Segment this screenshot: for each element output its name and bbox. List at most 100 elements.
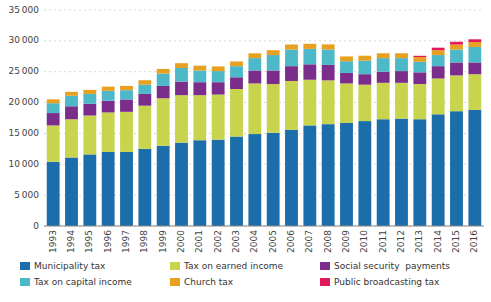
bar-segment — [175, 82, 188, 96]
bar-segment — [65, 92, 78, 96]
chart: 05 00010 00015 00020 00025 00030 00035 0… — [0, 0, 491, 302]
x-tick-label: 1996 — [103, 230, 113, 253]
bar-segment — [377, 58, 390, 72]
legend-swatch — [170, 262, 180, 270]
bar-segment — [468, 47, 481, 62]
grid-line — [44, 226, 484, 227]
bar-segment — [377, 83, 390, 119]
y-tick-label: 0 — [33, 221, 39, 231]
bar-segment — [212, 71, 225, 82]
bar-segment — [83, 89, 96, 90]
bar-segment — [322, 44, 335, 45]
bar-segment — [157, 98, 170, 146]
bar-segment — [413, 56, 426, 57]
x-tick-label: 1993 — [48, 230, 58, 253]
x-tick-label: 2005 — [268, 230, 278, 253]
bar-segment — [120, 86, 133, 90]
bar-segment — [83, 104, 96, 116]
legend-swatch — [20, 278, 30, 286]
bar-segment — [248, 53, 261, 58]
bar-segment — [340, 61, 353, 73]
bar-segment — [47, 125, 60, 161]
legend-label: Tax on capital income — [33, 277, 132, 287]
x-tick-label: 2014 — [433, 230, 443, 253]
bar-segment — [358, 56, 371, 61]
bar-segment — [193, 82, 206, 95]
y-tick-label: 5 000 — [14, 190, 39, 200]
y-tick-label: 30 000 — [9, 35, 40, 45]
x-tick-label: 2010 — [359, 230, 369, 253]
legend: Municipality taxTax on earned incomeSoci… — [20, 261, 450, 287]
bar-segment — [102, 101, 115, 113]
legend-label: Municipality tax — [34, 261, 106, 271]
bar-segment — [193, 66, 206, 71]
bar-segment — [468, 62, 481, 74]
bar-segment — [230, 61, 243, 62]
bar-segment — [138, 149, 151, 226]
bar-segment — [340, 56, 353, 57]
bar-segment — [47, 162, 60, 226]
legend-swatch — [320, 262, 330, 270]
x-tick-label: 2000 — [176, 230, 186, 253]
bar-segment — [413, 57, 426, 62]
bar-segment — [120, 152, 133, 226]
bar-segment — [175, 63, 188, 64]
bar-segment — [230, 66, 243, 77]
bar-segment — [248, 53, 261, 54]
bar-segment — [248, 58, 261, 70]
bar-segment — [285, 81, 298, 130]
bar-segment — [432, 55, 445, 66]
bar-segment — [377, 119, 390, 226]
bar-segment — [432, 79, 445, 115]
bar-segment — [102, 152, 115, 226]
bar-segment — [267, 55, 280, 70]
x-tick-label: 2016 — [469, 230, 479, 253]
bar-segment — [468, 42, 481, 47]
bar-segment — [303, 64, 316, 79]
x-tick-label: 2012 — [396, 230, 406, 253]
bar-segment — [157, 74, 170, 86]
bar-segment — [450, 111, 463, 226]
bar-segment — [450, 42, 463, 45]
bar-segment — [138, 106, 151, 149]
bar-segment — [303, 44, 316, 49]
bar-segment — [432, 48, 445, 50]
x-tick-label: 2009 — [341, 230, 351, 253]
bar-segment — [230, 77, 243, 89]
y-tick-label: 35 000 — [9, 5, 40, 15]
bar-segment — [395, 83, 408, 119]
x-tick-label: 2013 — [414, 230, 424, 253]
bar-segment — [65, 91, 78, 92]
x-tick-label: 2006 — [286, 230, 296, 253]
bar-segment — [468, 39, 481, 42]
bar-segment — [47, 99, 60, 100]
bar-segment — [193, 65, 206, 66]
y-tick-label: 20 000 — [9, 97, 40, 107]
x-tick-label: 1995 — [84, 230, 94, 253]
bar-segment — [120, 90, 133, 99]
bar-segment — [47, 99, 60, 103]
bar-segment — [83, 154, 96, 226]
bar-segment — [138, 85, 151, 94]
bar-segment — [267, 50, 280, 51]
bar-segment — [212, 66, 225, 71]
legend-swatch — [170, 278, 180, 286]
bar-segment — [285, 66, 298, 81]
bar-segment — [230, 137, 243, 226]
bar-segment — [413, 62, 426, 72]
bar-segment — [340, 56, 353, 61]
bar-segment — [248, 134, 261, 226]
bar-segment — [157, 69, 170, 74]
x-tick-label: 2003 — [231, 230, 241, 253]
x-tick-label: 2011 — [378, 230, 388, 253]
bar-segment — [138, 80, 151, 84]
bar-segment — [65, 96, 78, 106]
bar-segment — [413, 84, 426, 119]
x-tick-label: 2004 — [249, 230, 259, 253]
y-axis: 05 00010 00015 00020 00025 00030 00035 0… — [9, 5, 484, 231]
legend-label: Public broadcasting tax — [334, 277, 440, 287]
grid-line — [44, 10, 484, 11]
bar-segment — [322, 65, 335, 80]
bar-segment — [193, 70, 206, 82]
bar-segment — [120, 112, 133, 152]
